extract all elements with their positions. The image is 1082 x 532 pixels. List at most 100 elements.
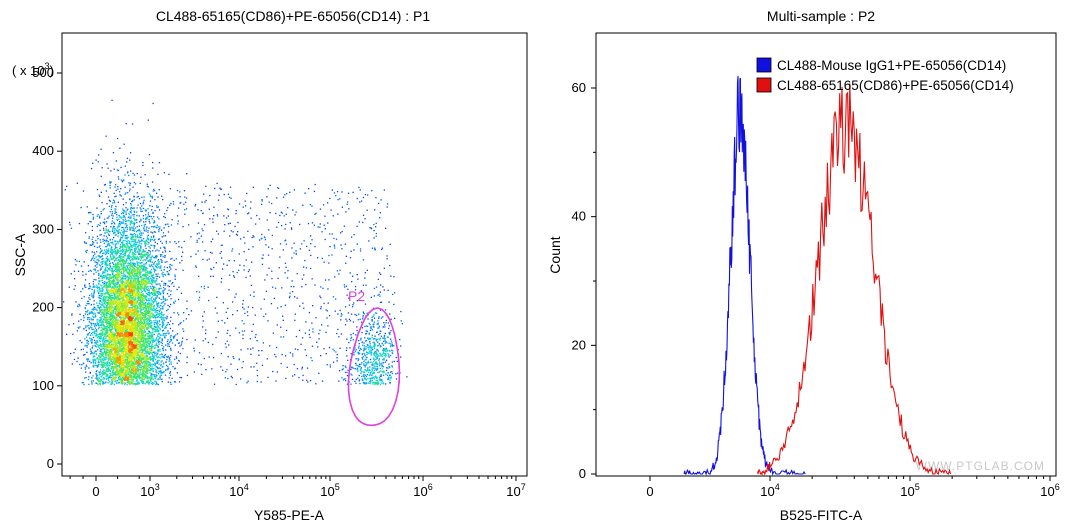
scatter-point [103, 373, 105, 375]
scatter-point [220, 352, 222, 355]
scatter-point [152, 280, 154, 282]
scatter-point [114, 381, 116, 383]
scatter-point [384, 353, 387, 355]
scatter-point [369, 337, 372, 340]
scatter-point [373, 287, 376, 290]
scatter-point [154, 374, 156, 376]
scatter-point [113, 297, 115, 299]
scatter-point [148, 343, 151, 345]
scatter-point [106, 221, 108, 223]
scatter-point [92, 336, 95, 339]
scatter-point [100, 318, 102, 320]
scatter-point [345, 366, 347, 369]
scatter-point [231, 250, 233, 252]
scatter-point [147, 241, 149, 243]
scatter-point [135, 233, 137, 236]
scatter-point [92, 162, 94, 164]
scatter-point [150, 309, 152, 311]
scatter-point [103, 334, 105, 336]
scatter-point [108, 268, 110, 270]
scatter-point [230, 375, 232, 378]
scatter-point [89, 244, 92, 246]
scatter-point [365, 356, 368, 359]
scatter-point [104, 274, 106, 276]
scatter-point [124, 275, 127, 277]
scatter-point [107, 217, 110, 219]
scatter-point [227, 215, 229, 217]
scatter-point [142, 265, 144, 267]
scatter-point [147, 234, 149, 236]
scatter-point [82, 362, 85, 365]
scatter-point [130, 276, 132, 278]
scatter-point [279, 243, 282, 245]
scatter-point [373, 237, 375, 239]
scatter-point [141, 234, 143, 236]
scatter-point [129, 217, 131, 219]
scatter-point [95, 382, 97, 384]
scatter-point [105, 375, 107, 377]
scatter-point [96, 215, 98, 217]
scatter-point [389, 264, 391, 267]
scatter-point [100, 361, 103, 363]
scatter-point [137, 368, 139, 370]
scatter-point [110, 322, 112, 324]
scatter-point [145, 230, 147, 232]
scatter-point [145, 243, 147, 245]
scatter-point [333, 350, 335, 352]
scatter-point [147, 345, 149, 347]
scatter-point [87, 309, 89, 312]
scatter-point [108, 205, 111, 207]
scatter-point [235, 327, 237, 329]
scatter-point [166, 261, 168, 263]
scatter-point [92, 356, 94, 358]
scatter-point [137, 366, 139, 368]
scatter-point [130, 170, 132, 172]
scatter-point [97, 349, 99, 351]
scatter-point [142, 250, 144, 253]
scatter-point [90, 211, 92, 214]
scatter-point [143, 227, 145, 230]
scatter-point [109, 239, 111, 241]
scatter-point [375, 226, 377, 228]
scatter-point [156, 292, 159, 294]
scatter-point [154, 245, 156, 247]
scatter-point [148, 259, 150, 261]
scatter-point [350, 353, 352, 355]
scatter-point [243, 265, 245, 267]
scatter-point [372, 362, 374, 364]
scatter-point [93, 292, 95, 294]
scatter-point [134, 240, 137, 243]
scatter-point [140, 247, 142, 249]
scatter-point [113, 275, 115, 277]
scatter-point [198, 237, 200, 240]
scatter-point [139, 382, 141, 384]
scatter-point [122, 275, 124, 277]
scatter-point [152, 383, 154, 385]
scatter-point [95, 286, 97, 288]
scatter-point [150, 244, 152, 246]
scatter-point [136, 251, 139, 253]
scatter-point [103, 318, 105, 321]
scatter-point [106, 281, 108, 283]
scatter-point [352, 304, 354, 306]
scatter-point [124, 227, 127, 229]
scatter-point [153, 278, 155, 280]
scatter-point [139, 229, 141, 232]
scatter-point [371, 336, 373, 338]
scatter-point [115, 252, 117, 254]
scatter-point [158, 357, 160, 359]
scatter-point [126, 220, 128, 222]
scatter-point [156, 255, 158, 257]
scatter-point [105, 312, 107, 314]
scatter-point [113, 231, 115, 233]
scatter-point [371, 364, 373, 367]
scatter-point [133, 245, 135, 247]
scatter-point [274, 287, 277, 289]
scatter-point [362, 196, 365, 199]
scatter-point [168, 323, 171, 326]
scatter-point [299, 223, 301, 226]
scatter-point [149, 273, 151, 275]
scatter-point [157, 226, 159, 228]
scatter-point [91, 382, 93, 384]
scatter-point [170, 339, 173, 342]
